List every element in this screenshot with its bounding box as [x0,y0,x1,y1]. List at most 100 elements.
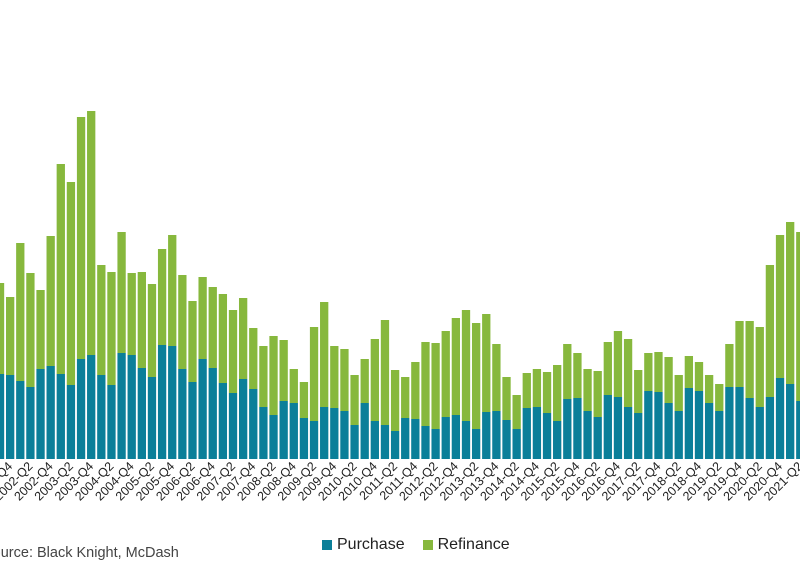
bar-refinance-2006-Q1 [178,275,187,369]
bar-refinance-2016-Q2 [593,371,602,417]
bar-purchase-2020-Q4 [775,378,785,459]
bar-purchase-2021-Q1 [786,384,795,459]
bar-refinance-2011-Q1 [380,320,390,425]
bar-purchase-2006-Q4 [208,368,217,459]
bar-refinance-2019-Q1 [704,375,714,403]
bar-refinance-2002-Q2 [26,273,35,387]
bar-refinance-2011-Q2 [390,370,400,431]
bar-refinance-2013-Q2 [471,323,481,429]
legend-label-purchase: Purchase [337,536,405,553]
bar-purchase-2004-Q3 [117,353,126,459]
bar-purchase-2009-Q4 [330,408,339,459]
bar-purchase-2011-Q2 [390,431,400,459]
bar-refinance-2014-Q2 [512,395,521,429]
bar-purchase-2005-Q3 [157,345,167,459]
bar-refinance-2020-Q4 [775,235,785,378]
bar-purchase-2005-Q2 [147,377,157,459]
bar-purchase-2014-Q3 [522,408,531,459]
bar-refinance-2011-Q3 [401,377,410,418]
bar-refinance-2018-Q2 [674,375,683,411]
bar-purchase-2006-Q3 [198,359,207,459]
bar-refinance-2017-Q4 [654,352,663,392]
bar-refinance-2018-Q1 [664,357,673,403]
bar-refinance-2003-Q1 [56,164,65,374]
bar-refinance-2011-Q4 [411,362,420,419]
bar-purchase-2017-Q3 [644,391,653,459]
bar-refinance-2002-Q4 [46,236,55,366]
bar-purchase-2013-Q4 [492,411,501,459]
bar-refinance-2018-Q4 [694,362,704,391]
bar-purchase-2017-Q2 [634,413,643,459]
bar-purchase-2006-Q1 [178,369,187,459]
bar-purchase-2012-Q3 [441,417,450,459]
bar-refinance-2012-Q4 [451,318,461,415]
refinance-swatch [422,540,433,550]
bar-refinance-2006-Q3 [198,277,207,359]
bar-purchase-2012-Q4 [451,415,461,459]
bar-purchase-2004-Q2 [107,385,116,459]
bar-refinance-2007-Q2 [228,310,238,393]
bar-purchase-2018-Q1 [664,403,673,459]
bar-refinance-2009-Q1 [299,382,309,418]
bar-refinance-2009-Q3 [320,302,329,407]
bar-refinance-2002-Q3 [36,290,45,369]
x-axis-ticks: 2001-Q42002-Q22002-Q42003-Q22003-Q42004-… [0,459,800,503]
bar-purchase-2009-Q1 [299,418,309,459]
bar-purchase-2002-Q2 [26,387,35,459]
bar-refinance-2020-Q2 [755,327,764,407]
bar-refinance-2005-Q3 [157,249,167,345]
bar-purchase-2010-Q3 [360,403,369,459]
bar-purchase-2007-Q1 [218,383,228,459]
bar-refinance-2019-Q3 [725,344,734,387]
bar-refinance-2017-Q1 [623,339,633,407]
bar-refinance-2005-Q2 [147,284,157,377]
bar-purchase-2009-Q2 [309,421,319,459]
bar-purchase-2014-Q4 [532,407,542,459]
bar-refinance-2019-Q2 [715,384,724,411]
bars-group [0,111,800,459]
bar-purchase-2018-Q4 [694,391,704,459]
bar-refinance-2007-Q4 [249,328,258,389]
bar-purchase-2016-Q3 [603,395,612,459]
bar-purchase-2016-Q4 [613,397,623,459]
bar-refinance-2010-Q3 [360,359,369,403]
bar-refinance-2016-Q3 [603,342,612,395]
bar-purchase-2011-Q4 [411,419,420,459]
bar-purchase-2019-Q4 [735,387,744,459]
legend-item-refinance: Refinance [422,536,510,554]
bar-refinance-2020-Q3 [765,265,775,397]
bar-refinance-2006-Q4 [208,287,217,368]
bar-refinance-2021-Q1 [786,222,795,384]
bar-purchase-2013-Q2 [471,429,481,459]
bar-refinance-2010-Q2 [350,375,359,425]
bar-refinance-2015-Q2 [553,365,562,421]
bar-purchase-2008-Q3 [279,401,288,459]
bar-purchase-2015-Q2 [553,421,562,459]
bar-purchase-2003-Q3 [76,359,86,459]
bar-refinance-2004-Q2 [107,272,116,385]
bar-purchase-2004-Q1 [97,375,106,459]
bar-refinance-2008-Q2 [269,336,278,415]
bar-purchase-2014-Q1 [502,420,511,459]
bar-refinance-2008-Q4 [289,369,298,403]
bar-purchase-2019-Q1 [704,403,714,459]
bar-refinance-2003-Q2 [66,182,76,385]
bar-purchase-2007-Q2 [228,393,238,459]
bar-refinance-2012-Q2 [431,343,440,429]
bar-purchase-2003-Q1 [56,374,65,459]
bar-purchase-2010-Q1 [340,411,349,459]
bar-refinance-2020-Q1 [745,321,754,398]
bar-refinance-2012-Q3 [441,331,450,417]
bar-refinance-2002-Q1 [16,243,25,381]
bar-purchase-2013-Q1 [461,421,471,459]
bar-purchase-2011-Q1 [380,425,390,459]
bar-purchase-2008-Q4 [289,403,298,459]
bar-purchase-2017-Q1 [623,407,633,459]
bar-refinance-2010-Q1 [340,349,349,411]
bar-purchase-2009-Q3 [320,407,329,459]
bar-purchase-2019-Q3 [725,387,734,459]
bar-purchase-2015-Q4 [573,398,582,459]
bar-purchase-2001-Q4 [6,375,15,459]
bar-refinance-2015-Q1 [542,372,552,413]
bar-refinance-2013-Q4 [492,344,501,411]
